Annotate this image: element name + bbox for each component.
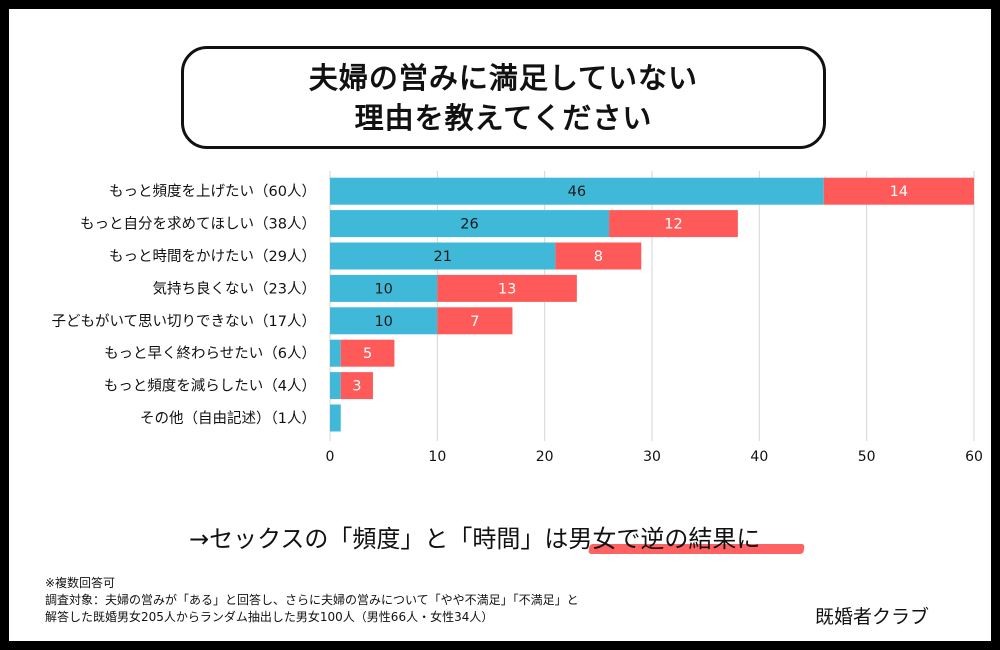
note-line: 調査対象：夫婦の営みが「ある」と回答し、さらに夫婦の営みについて「やや不満足」「…: [45, 593, 579, 607]
bar-segment: [330, 274, 438, 302]
data-label: 13: [498, 281, 516, 297]
bar-segment: [330, 307, 438, 335]
category-label: もっと頻度を減らしたい（4人）: [104, 378, 316, 395]
bar-segment: [330, 404, 341, 432]
x-tick-label: 60: [965, 449, 983, 465]
data-label: 10: [374, 281, 392, 297]
bar-segment: [609, 210, 738, 238]
bar-segment: [555, 242, 642, 270]
category-label: その他（自由記述）（1人）: [140, 410, 316, 427]
bar-segment: [340, 372, 373, 400]
note-line: ※複数回答可: [45, 576, 116, 590]
x-tick-label: 30: [643, 449, 661, 465]
x-tick-label: 10: [428, 449, 446, 465]
data-label: 3: [352, 379, 361, 395]
x-tick-label: 40: [750, 449, 768, 465]
title-box: 夫婦の営みに満足していない 理由を教えてください: [181, 46, 826, 149]
bar-segment: [330, 177, 824, 205]
bar-segment: [437, 274, 577, 302]
data-label: 21: [433, 249, 451, 265]
category-label: 子どもがいて思い切りできない（17人）: [51, 313, 316, 330]
conclusion-text: →セックスの「頻度」と「時間」は男女で逆の結果に: [189, 525, 761, 553]
x-tick-label: 0: [326, 449, 335, 465]
category-label: もっと早く終わらせたい（6人）: [104, 345, 316, 362]
x-tick-label: 50: [858, 449, 876, 465]
data-label: 12: [664, 217, 682, 233]
data-label: 5: [363, 346, 372, 362]
data-label: 10: [374, 314, 392, 330]
category-label: もっと頻度を上げたい（60人）: [109, 183, 316, 200]
bar-segment: [340, 339, 395, 367]
data-label: 14: [890, 184, 908, 200]
stacked-bar-chart: 0 10 20 30 40 50 60 もっと頻度を上げたい（60人） 46 14 もっと自分を求め…: [51, 171, 983, 465]
bar-segment: [330, 339, 341, 367]
data-label: 46: [568, 184, 586, 200]
category-label: もっと時間をかけたい（29人）: [109, 248, 316, 265]
data-label: 26: [460, 217, 478, 233]
brand-name: 既婚者クラブ: [814, 606, 929, 628]
category-label: もっと自分を求めてほしい（38人）: [80, 216, 316, 233]
bar-segment: [330, 372, 341, 400]
bar-segment: [823, 177, 974, 205]
infographic-card: 夫婦の営みに満足していない 理由を教えてください 0 10 20 30 40 50 60 もっ…: [9, 9, 991, 641]
data-label: 7: [470, 314, 479, 330]
note-line: 解答した既婚男女205人からランダム抽出した男女100人（男性66人・女性34人…: [45, 610, 494, 624]
title-line-1: 夫婦の営みに満足していない: [308, 60, 699, 95]
category-label: 気持ち良くない（23人）: [153, 280, 316, 297]
bar-segment: [330, 210, 610, 238]
title-line-2: 理由を教えてください: [354, 100, 653, 135]
x-tick-label: 20: [536, 449, 554, 465]
bar-segment: [437, 307, 513, 335]
bar-segment: [330, 242, 556, 270]
data-label: 8: [594, 249, 603, 265]
survey-notes: ※複数回答可 調査対象：夫婦の営みが「ある」と回答し、さらに夫婦の営みについて「…: [45, 575, 579, 626]
